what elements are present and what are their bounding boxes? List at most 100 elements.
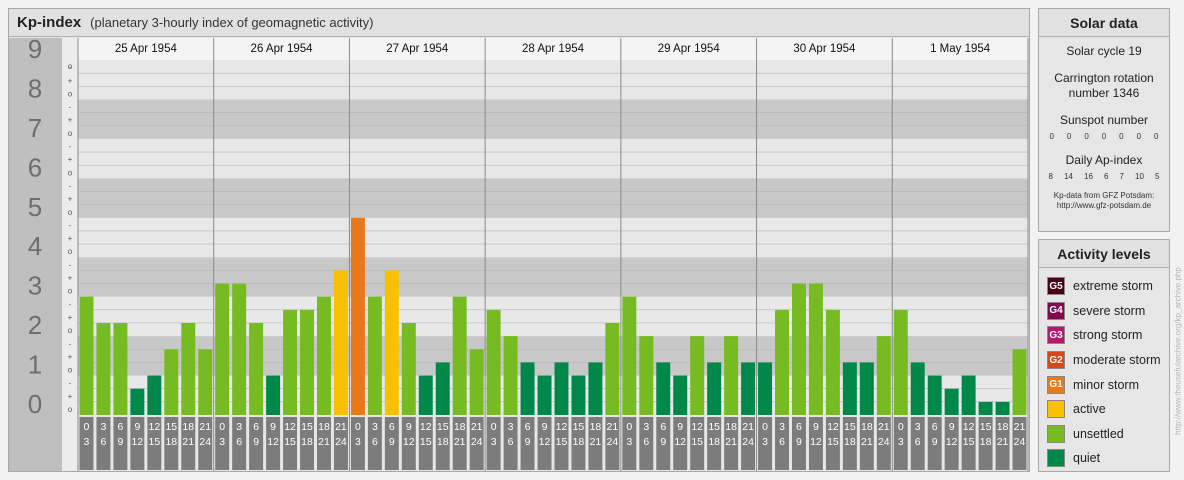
ap-values: 8 14 16 6 7 10 5 (1039, 168, 1169, 181)
interval-start-label: 15 (573, 421, 585, 433)
interval-start-label: 18 (318, 421, 330, 433)
minor-tick-label: + (68, 274, 73, 283)
interval-cell (418, 417, 433, 470)
interval-end-label: 24 (335, 436, 347, 448)
minor-tick-label: + (68, 155, 73, 164)
data-credit: Kp-data from GFZ Potsdam: http://www.gfz… (1039, 191, 1169, 211)
interval-start-label: 12 (148, 421, 160, 433)
interval-end-label: 6 (915, 436, 921, 448)
interval-end-label: 9 (253, 436, 259, 448)
interval-end-label: 6 (508, 436, 514, 448)
interval-cell (232, 417, 247, 470)
interval-start-label: 6 (525, 421, 531, 433)
interval-start-label: 15 (980, 421, 992, 433)
minor-tick-label: - (69, 339, 72, 348)
interval-end-label: 15 (556, 436, 568, 448)
y-tick-label: 5 (28, 192, 42, 222)
minor-tick-label: - (69, 379, 72, 388)
interval-start-label: 21 (1014, 421, 1026, 433)
interval-cell (775, 417, 789, 470)
interval-start-label: 6 (796, 421, 802, 433)
level-item: G3 strong storm (1047, 323, 1169, 348)
kp-bar (469, 349, 484, 415)
minor-tick-label: - (69, 103, 72, 112)
minor-tick-label: + (68, 392, 73, 401)
interval-cell (317, 417, 331, 470)
y-tick-label: 2 (28, 310, 42, 340)
minor-tick-label: o (68, 366, 73, 375)
interval-start-label: 21 (471, 421, 483, 433)
sunspot-value: 0 (1101, 132, 1107, 141)
interval-start-label: 3 (236, 421, 242, 433)
chart-header: Kp-index (planetary 3-hourly index of ge… (9, 9, 1029, 37)
interval-start-label: 15 (708, 421, 720, 433)
interval-end-label: 3 (219, 436, 225, 448)
kp-bar (283, 309, 298, 415)
interval-start-label: 18 (182, 421, 194, 433)
level-item: quiet (1047, 446, 1169, 471)
level-label: moderate storm (1073, 353, 1161, 368)
ap-title: Daily Ap-index (1065, 153, 1143, 167)
interval-start-label: 18 (725, 421, 737, 433)
interval-end-label: 12 (267, 436, 279, 448)
interval-cell (96, 417, 111, 470)
interval-end-label: 15 (420, 436, 432, 448)
interval-cell (164, 417, 179, 470)
day-label: 30 Apr 1954 (793, 43, 856, 55)
interval-end-label: 6 (372, 436, 378, 448)
interval-end-label: 12 (674, 436, 686, 448)
interval-start-label: 15 (437, 421, 449, 433)
interval-end-label: 6 (779, 436, 785, 448)
interval-end-label: 24 (199, 436, 211, 448)
kp-bar (79, 296, 94, 415)
watermark: http://www.theusefularchive.org/kp_archi… (1173, 236, 1183, 466)
interval-end-label: 15 (691, 436, 703, 448)
y-axis-column (9, 38, 62, 471)
level-item: G1 minor storm (1047, 372, 1169, 397)
carrington-number: number 1346 (1068, 86, 1140, 100)
kp-bar (96, 322, 111, 415)
interval-cell (554, 417, 569, 470)
interval-start-label: 21 (878, 421, 890, 433)
kp-bar (690, 336, 705, 415)
kp-bar (910, 362, 925, 415)
interval-end-label: 21 (454, 436, 466, 448)
kp-bar (741, 362, 756, 415)
day-label: 27 Apr 1954 (386, 43, 449, 55)
day-label: 29 Apr 1954 (658, 43, 721, 55)
interval-start-label: 3 (643, 421, 649, 433)
y-tick-label: 3 (28, 271, 42, 301)
interval-end-label: 15 (827, 436, 839, 448)
interval-end-label: 21 (997, 436, 1009, 448)
interval-cell (910, 417, 925, 470)
sunspot-value: 0 (1049, 132, 1054, 141)
levels-title: Activity levels (1057, 245, 1151, 262)
interval-cell (893, 417, 908, 470)
kp-band (78, 217, 1028, 258)
interval-start-label: 18 (454, 421, 466, 433)
interval-end-label: 21 (725, 436, 737, 448)
kp-bar (300, 309, 314, 415)
sunspot-value: 0 (1084, 132, 1089, 141)
interval-end-label: 15 (284, 436, 296, 448)
kp-bar (605, 322, 620, 415)
sunspot-value: 0 (1136, 132, 1142, 141)
interval-end-label: 3 (626, 436, 632, 448)
watermark-text: http://www.theusefularchive.org/kp_archi… (1173, 267, 1183, 435)
interval-start-label: 6 (253, 421, 259, 433)
level-item: active (1047, 397, 1169, 422)
interval-end-label: 15 (148, 436, 160, 448)
day-label: 25 Apr 1954 (115, 43, 178, 55)
kp-bar (1012, 349, 1027, 415)
activity-levels-panel: Activity levels G5 extreme storm G4 severe … (1038, 239, 1170, 472)
kp-bar (571, 375, 586, 415)
interval-cell (724, 417, 739, 470)
interval-end-label: 18 (980, 436, 992, 448)
interval-end-label: 3 (898, 436, 904, 448)
kp-bar (656, 362, 671, 415)
interval-cell (622, 417, 637, 470)
kp-bar (537, 375, 552, 415)
interval-end-label: 12 (539, 436, 551, 448)
interval-start-label: 3 (915, 421, 921, 433)
minor-tick-label: + (68, 76, 73, 85)
